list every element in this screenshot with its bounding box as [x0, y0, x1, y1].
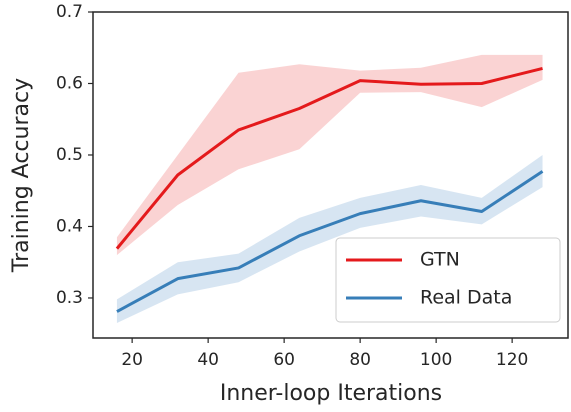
x-tick-label: 100 [420, 350, 452, 370]
x-tick-label: 20 [121, 350, 143, 370]
y-tick-label: 0.3 [56, 288, 83, 308]
legend: GTN Real Data [335, 237, 561, 323]
legend-label: GTN [420, 249, 460, 271]
confidence-band [116, 154, 543, 323]
x-tick-label: 120 [496, 350, 528, 370]
legend-label: Real Data [420, 287, 512, 309]
x-tick-label: 80 [349, 350, 371, 370]
x-tick-label: 40 [197, 350, 219, 370]
confidence-band [116, 54, 543, 256]
line [116, 170, 544, 313]
x-tick-label: 60 [273, 350, 295, 370]
y-tick-label: 0.7 [56, 2, 83, 22]
y-tick-label: 0.6 [56, 73, 83, 93]
y-tick-label: 0.4 [56, 216, 83, 236]
plot-frame [92, 11, 569, 339]
y-tick-label: 0.5 [56, 145, 83, 165]
y-axis-label: Training Accuracy [9, 78, 34, 273]
x-axis-label: Inner-loop Iterations [220, 381, 442, 406]
line [115, 67, 543, 250]
